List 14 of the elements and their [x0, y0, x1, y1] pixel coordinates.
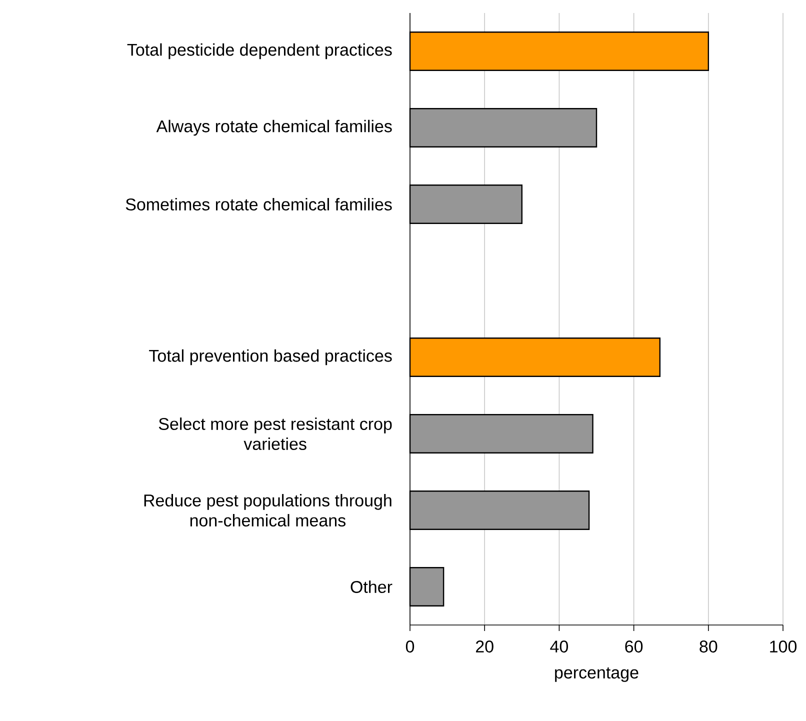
- y-tick-label: Select more pest resistant crop varieties: [158, 418, 392, 450]
- y-tick-label: Reduce pest populations through non-chemical means: [144, 494, 392, 527]
- y-tick-label: Always rotate chemical families: [156, 120, 392, 136]
- x-tick-label: 0: [406, 640, 414, 653]
- y-tick-label: Total pesticide dependent practices: [127, 43, 392, 60]
- x-tick-label: 40: [550, 640, 568, 653]
- x-tick-label: 60: [625, 640, 643, 653]
- y-tick-label: Total prevention based practices: [149, 349, 392, 366]
- y-tick-label: Other: [350, 580, 392, 594]
- x-axis-title: percentage: [555, 667, 638, 682]
- y-tick-label: Sometimes rotate chemical families: [126, 198, 392, 210]
- x-tick-label: 20: [476, 640, 494, 653]
- x-tick-label: 80: [700, 640, 718, 653]
- x-tick-label: 100: [770, 640, 797, 653]
